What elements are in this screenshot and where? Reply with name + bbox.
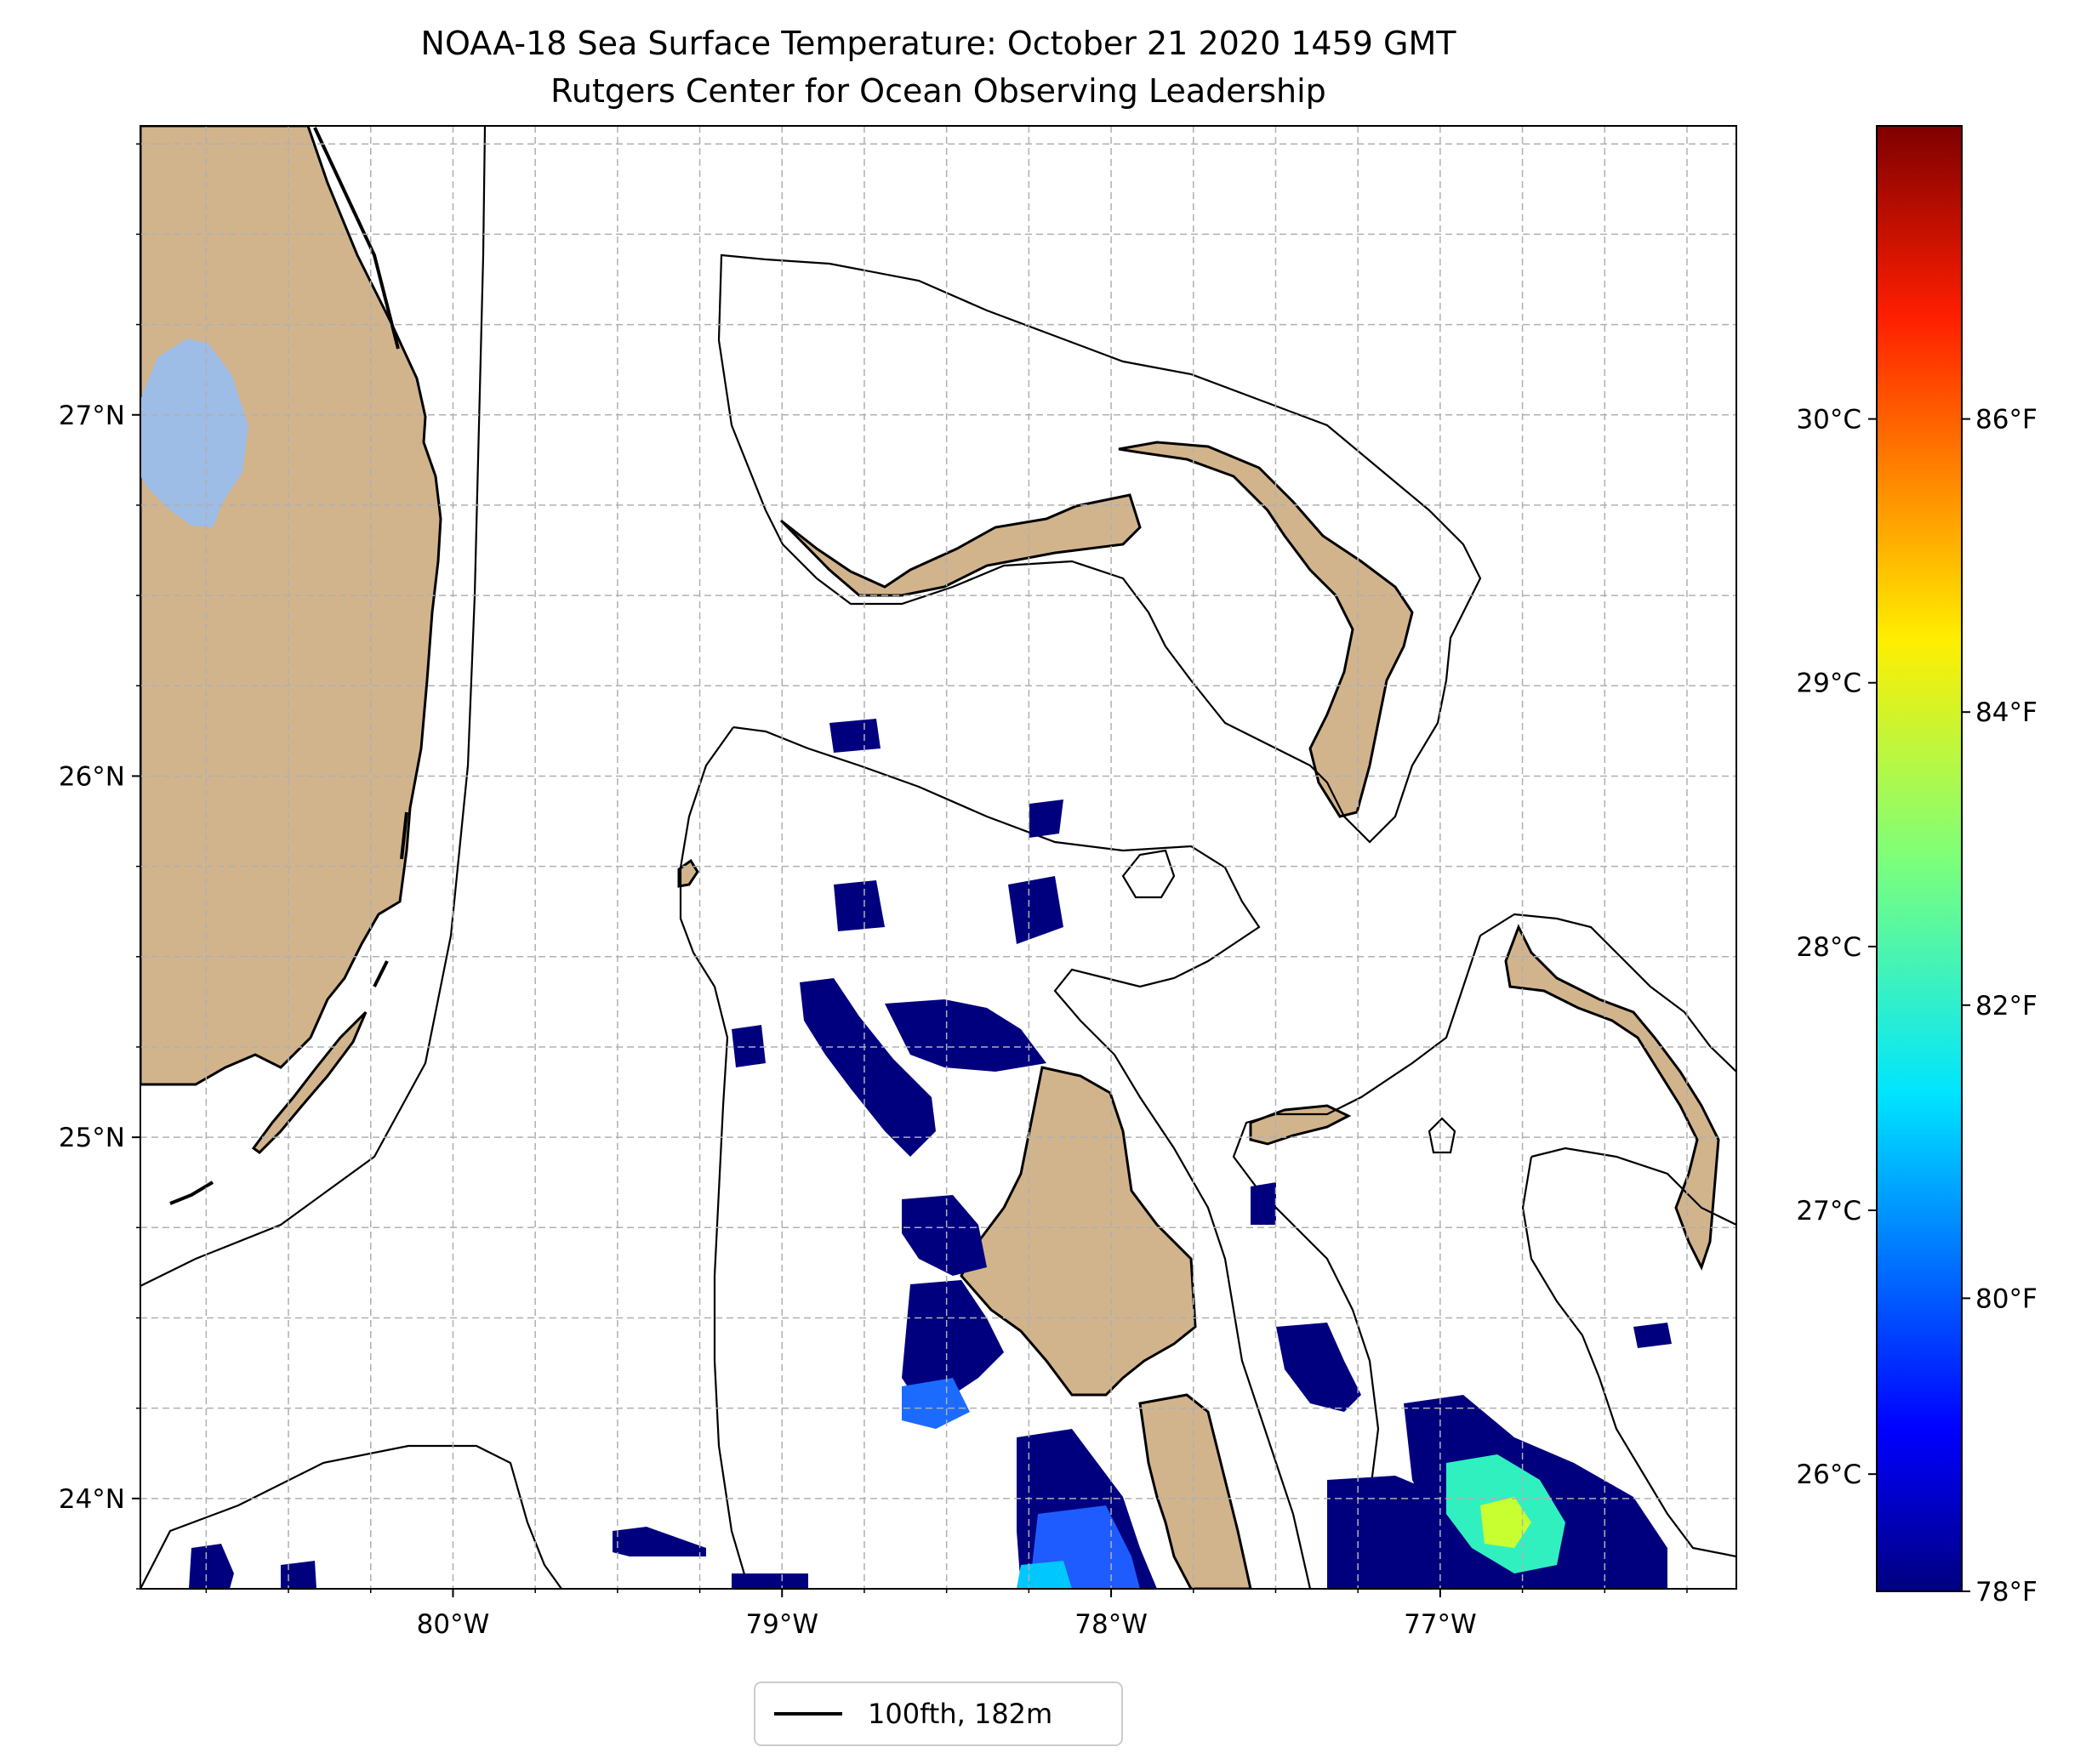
- map-axes: 80°W 79°W 78°W 77°W 24°N 25°N 26°N 27°N: [59, 143, 1688, 1640]
- lon-tick-label: 78°W: [1074, 1609, 1148, 1640]
- lat-tick-label: 25°N: [59, 1123, 125, 1153]
- fahrenheit-tick-label: 84°F: [1975, 697, 2038, 728]
- lon-tick-label: 80°W: [417, 1609, 490, 1640]
- isobath-100fth: [140, 126, 1736, 1589]
- colorbar-gradient: [1876, 125, 1963, 1592]
- celsius-tick-label: 26°C: [1796, 1460, 1861, 1490]
- map-panel: [140, 126, 1736, 1589]
- legend-box: [754, 1681, 1123, 1746]
- lon-tick-label: 79°W: [745, 1609, 818, 1640]
- andros-land: [960, 1066, 1197, 1397]
- fahrenheit-tick-label: 80°F: [1975, 1283, 2038, 1314]
- fahrenheit-tick-label: 86°F: [1975, 405, 2038, 435]
- florida-keys: [251, 1010, 368, 1154]
- bimini-land: [677, 858, 699, 888]
- celsius-tick-label: 30°C: [1796, 405, 1861, 435]
- lat-tick-label: 27°N: [59, 401, 125, 431]
- barrier-islands: [169, 127, 408, 1205]
- eleuthera-land: [1504, 924, 1720, 1271]
- lat-tick-label: 24°N: [59, 1484, 125, 1515]
- south-andros-land: [1138, 1393, 1252, 1589]
- map-gridlines: [140, 126, 1736, 1589]
- celsius-tick-label: 29°C: [1796, 669, 1861, 699]
- fahrenheit-tick-label: 78°F: [1975, 1577, 2038, 1608]
- title-line-1: NOAA-18 Sea Surface Temperature: October…: [421, 25, 1457, 62]
- grand-bahama-land: [779, 493, 1142, 597]
- abaco-land: [1118, 441, 1414, 818]
- legend-label: 100fth, 182m: [868, 1698, 1052, 1730]
- lake-okeechobee: [140, 339, 248, 527]
- colorbar: 26°C 27°C 28°C 29°C 30°C 78°F 80°F 82°F 84°F 86°F: [1796, 125, 2038, 1608]
- celsius-tick-label: 28°C: [1796, 932, 1861, 963]
- isobath-legend: 100fth, 182m: [754, 1681, 1123, 1746]
- lat-tick-label: 26°N: [59, 761, 125, 792]
- map-frame: [140, 125, 1737, 1590]
- title-line-2: Rutgers Center for Ocean Observing Leade…: [550, 72, 1326, 110]
- celsius-tick-label: 27°C: [1796, 1196, 1861, 1226]
- fahrenheit-tick-label: 82°F: [1975, 991, 2038, 1021]
- colorbar-ticks: 26°C 27°C 28°C 29°C 30°C 78°F 80°F 82°F 84°F 86°F: [1796, 405, 2037, 1608]
- lon-tick-label: 77°W: [1404, 1609, 1477, 1640]
- sst-data-patches: [189, 719, 1672, 1589]
